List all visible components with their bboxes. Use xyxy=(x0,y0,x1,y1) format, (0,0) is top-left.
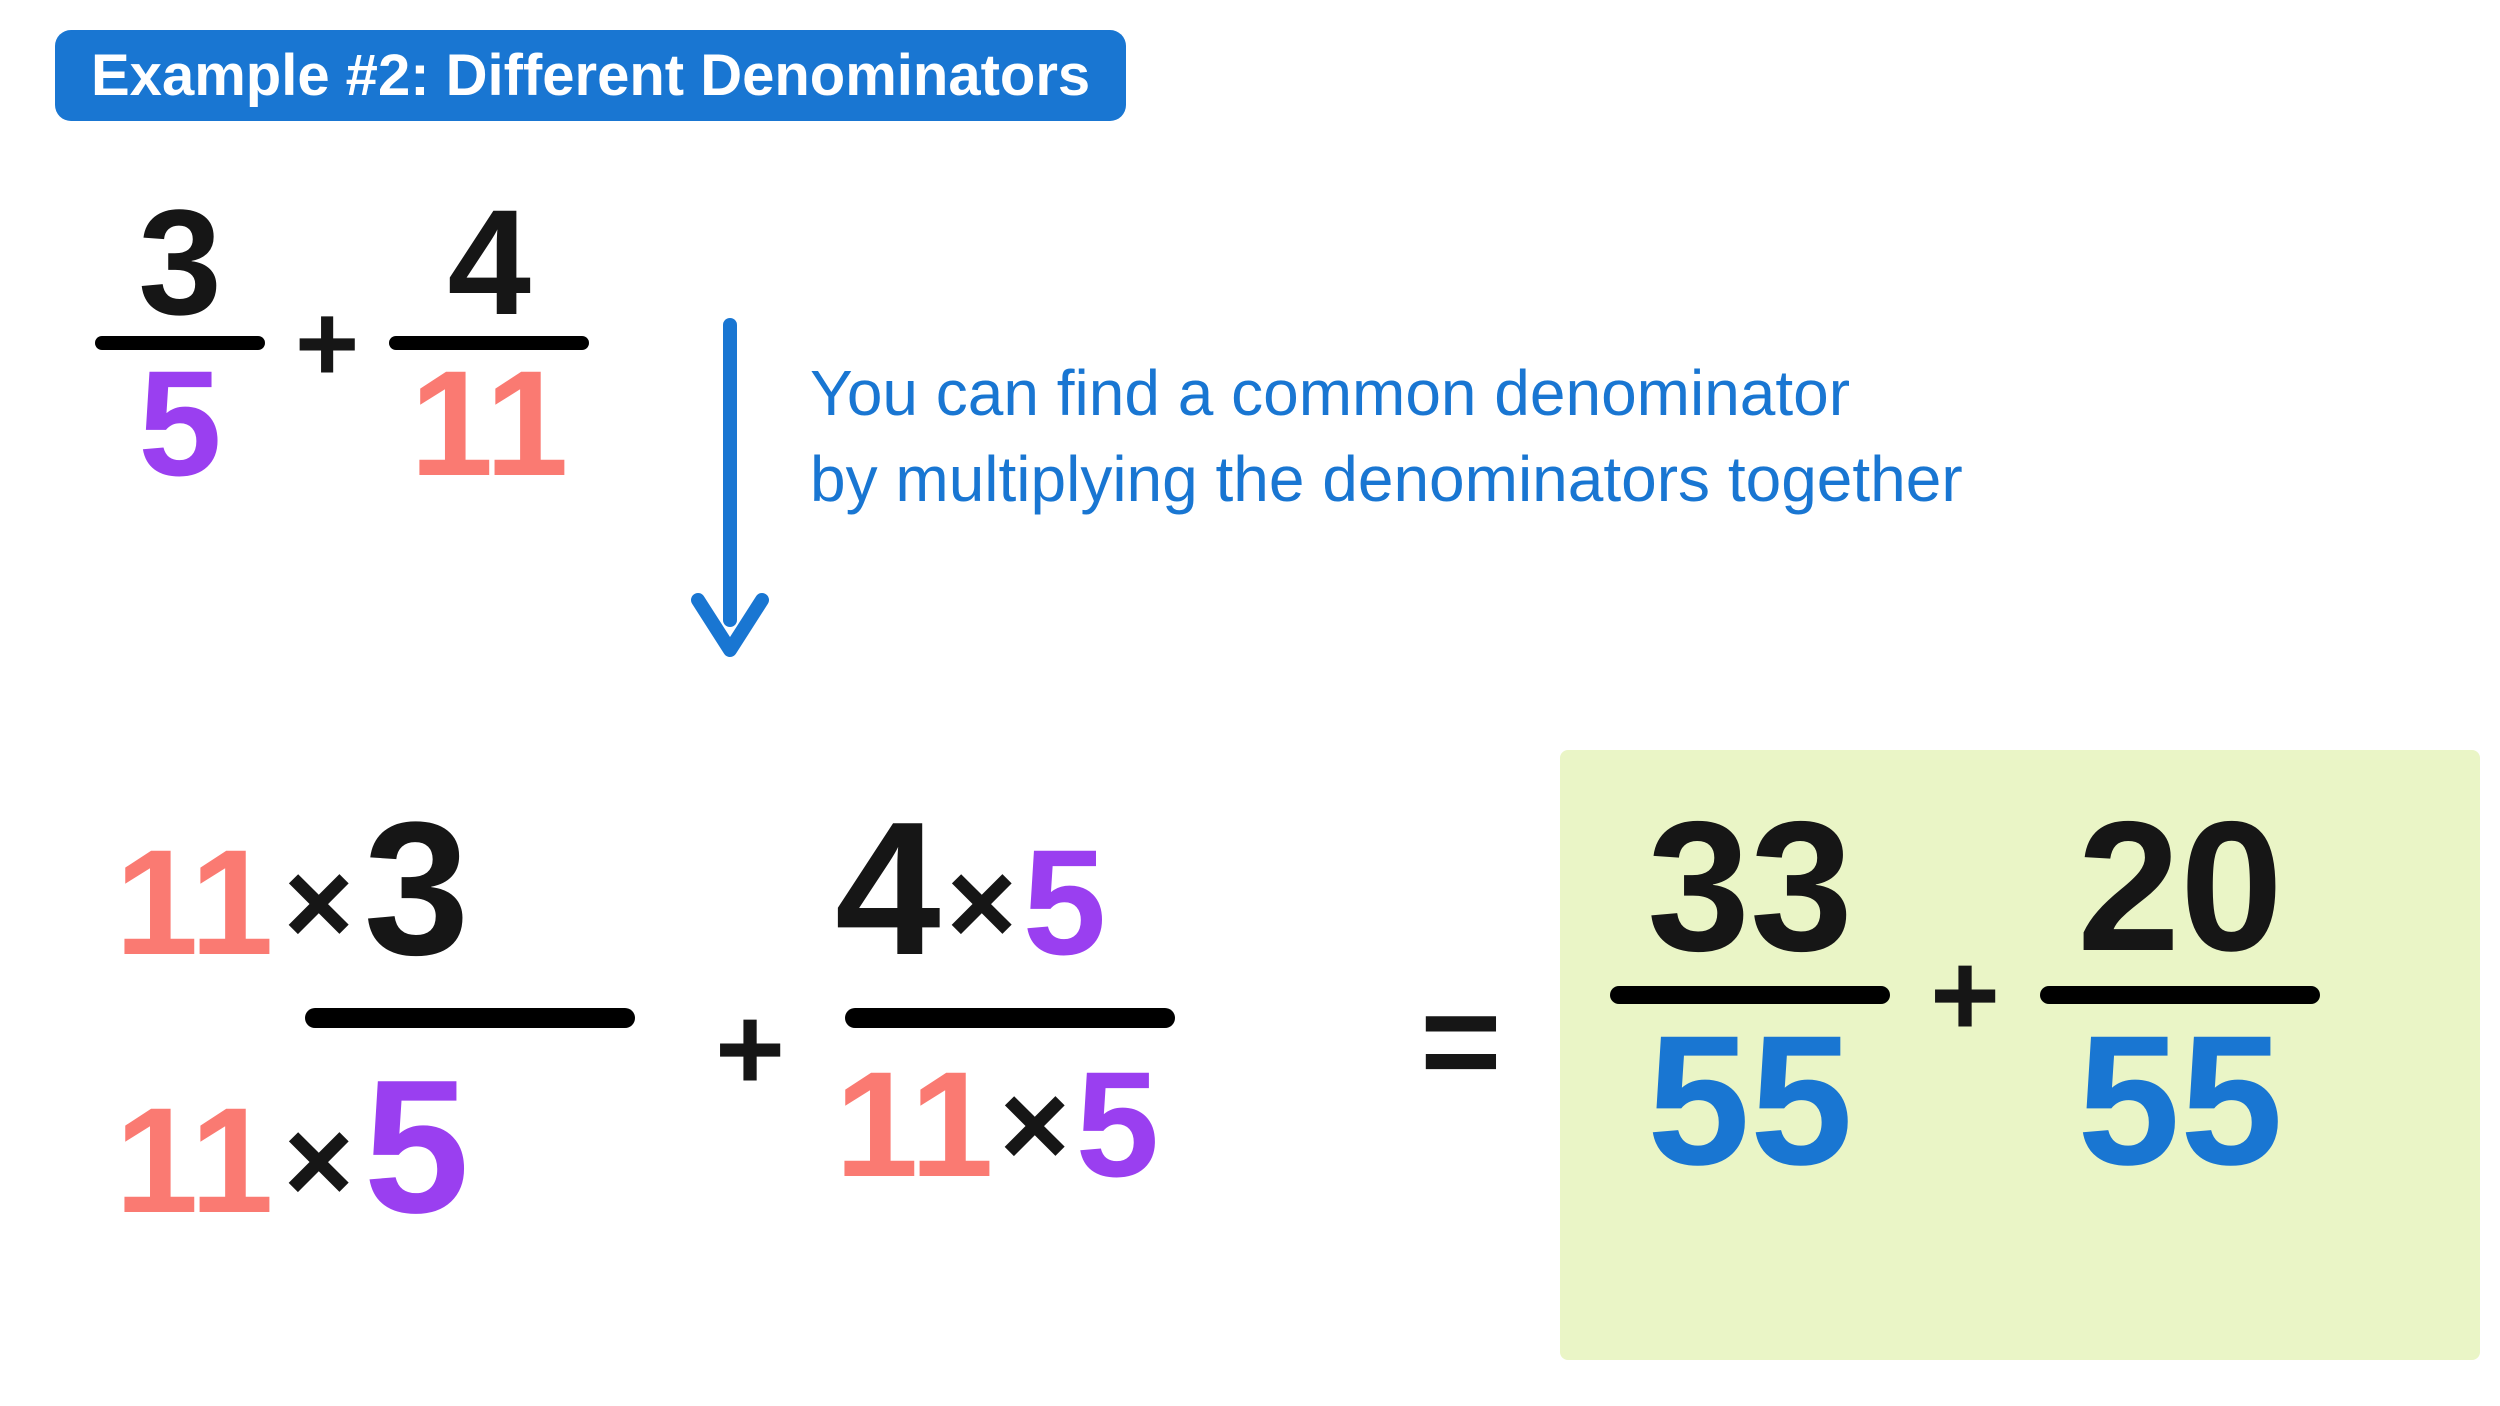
equals-sign: = xyxy=(1420,960,1502,1122)
times-sign: × xyxy=(284,834,354,972)
original-expression: 3 5 + 4 11 xyxy=(95,195,589,491)
mult-5: 5 xyxy=(1076,1038,1159,1211)
result-num-20: 20 xyxy=(2077,800,2283,976)
hint-line-1: You can find a common denominator xyxy=(810,350,1963,436)
plus-sign: + xyxy=(295,280,359,407)
times-sign: × xyxy=(1000,1056,1070,1194)
fraction-bar xyxy=(305,1008,635,1028)
fraction-bar xyxy=(845,1008,1175,1028)
hint-text: You can find a common denominator by mul… xyxy=(810,350,1963,523)
example-title-pill: Example #2: Different Denominators xyxy=(55,30,1126,121)
result-expression: 33 55 + 20 55 xyxy=(1610,800,2320,1190)
mult-11: 11 xyxy=(835,1038,994,1211)
result-num-33: 33 xyxy=(1647,800,1853,976)
mult-11: 11 xyxy=(115,1074,274,1247)
numerator-3: 3 xyxy=(138,195,221,330)
denominator-11: 11 xyxy=(410,356,569,491)
mult-11: 11 xyxy=(115,816,274,989)
plus-sign: + xyxy=(1930,926,2000,1064)
times-sign: × xyxy=(284,1092,354,1230)
down-arrow-icon xyxy=(680,310,780,670)
math-slide: Example #2: Different Denominators 3 5 +… xyxy=(0,0,2500,1406)
numerator-4: 4 xyxy=(448,195,531,330)
mult-5: 5 xyxy=(1023,816,1106,989)
fraction-4-over-11: 4 11 xyxy=(389,195,589,491)
result-den-55: 55 xyxy=(1647,1014,1853,1190)
work-fraction-2: 4 × 5 11 × 5 xyxy=(835,780,1175,1211)
hint-line-2: by multiplying the denominators together xyxy=(810,436,1963,522)
result-fraction-20-55: 20 55 xyxy=(2040,800,2320,1190)
work-fraction-1: 11 × 3 11 × 5 xyxy=(115,780,635,1256)
num-4: 4 xyxy=(835,780,941,998)
den-5: 5 xyxy=(364,1038,470,1256)
denominator-5: 5 xyxy=(138,356,221,491)
plus-sign: + xyxy=(715,980,785,1118)
num-3: 3 xyxy=(364,780,470,998)
times-sign: × xyxy=(947,834,1017,972)
result-fraction-33-55: 33 55 xyxy=(1610,800,1890,1190)
example-title-text: Example #2: Different Denominators xyxy=(91,43,1090,108)
result-den-55: 55 xyxy=(2077,1014,2283,1190)
fraction-3-over-5: 3 5 xyxy=(95,195,265,491)
